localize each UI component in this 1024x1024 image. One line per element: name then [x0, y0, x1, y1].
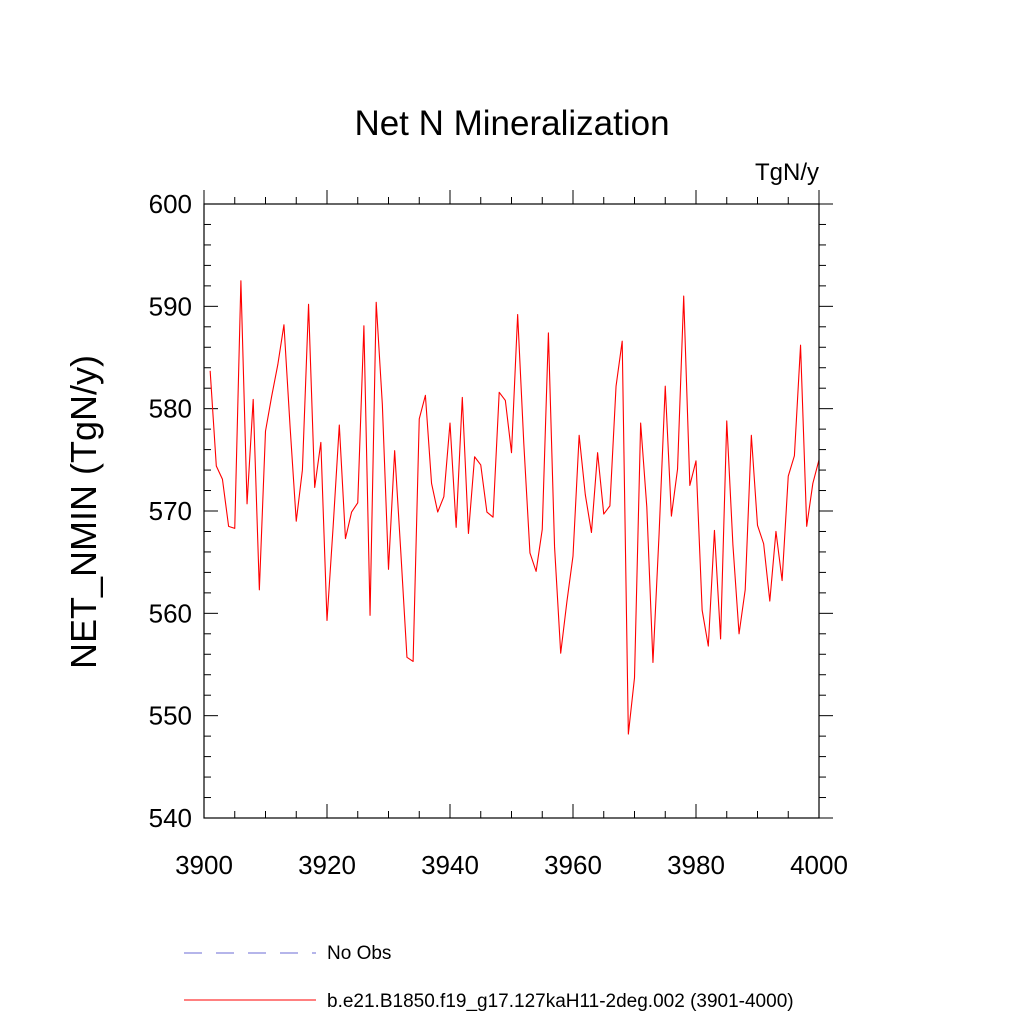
legend: No Obs b.e21.B1850.f19_g17.127kaH11-2deg…	[184, 943, 794, 1012]
y-tick-label: 580	[149, 394, 192, 424]
units-label: TgN/y	[755, 159, 819, 186]
y-tick-label: 570	[149, 496, 192, 526]
y-tick-label: 540	[149, 803, 192, 833]
x-tick-label: 3940	[421, 850, 479, 880]
tick-labels: 3900 3920 3940 3960 3980 4000 540 550 560 570 580 5…	[149, 189, 848, 880]
axis-ticks	[203, 190, 833, 819]
chart-title: Net N Mineralization	[354, 104, 669, 143]
x-tick-label: 3960	[544, 850, 602, 880]
plot-frame	[203, 203, 820, 819]
y-tick-label: 600	[149, 189, 192, 219]
x-tick-label: 3920	[298, 850, 356, 880]
y-tick-label: 560	[149, 598, 192, 628]
y-tick-label: 550	[149, 701, 192, 731]
series-layer	[209, 280, 820, 735]
legend-label-model-run: b.e21.B1850.f19_g17.127kaH11-2deg.002 (3…	[327, 991, 794, 1012]
x-tick-label: 4000	[790, 850, 848, 880]
x-tick-label: 3900	[175, 850, 233, 880]
y-tick-label: 590	[149, 291, 192, 321]
series-line-0	[209, 280, 820, 735]
x-tick-label: 3980	[667, 850, 725, 880]
legend-label-no-obs: No Obs	[327, 943, 391, 964]
y-axis-label: NET_NMIN (TgN/y)	[63, 355, 104, 669]
